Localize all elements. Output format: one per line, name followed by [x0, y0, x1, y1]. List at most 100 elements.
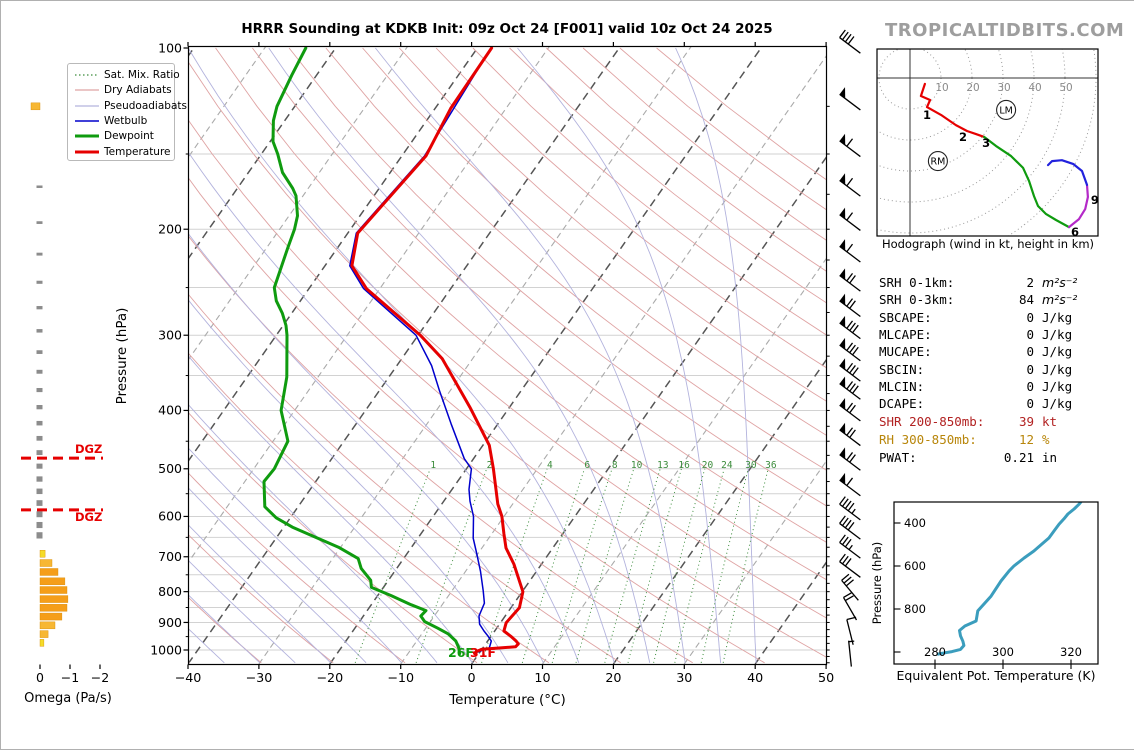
stat-value: 0 [1026, 379, 1034, 394]
svg-text:1000: 1000 [150, 642, 182, 657]
wind-barb [839, 315, 861, 340]
stat-row: DCAPE: 0 J/kg [877, 396, 1111, 412]
wind-barb [841, 573, 859, 601]
svg-text:600: 600 [904, 559, 926, 573]
wind-barb [847, 640, 855, 667]
stat-row: MLCAPE: 0 J/kg [877, 327, 1111, 343]
svg-text:4: 4 [547, 460, 553, 471]
svg-text:50: 50 [818, 670, 834, 685]
svg-text:LM: LM [999, 105, 1013, 116]
stat-label: MLCIN: [879, 379, 925, 394]
stat-row: PWAT: 0.21 in [877, 450, 1111, 466]
storm-motion-lm: LM [996, 99, 1017, 120]
surface-dewpoint-label: 26F [448, 645, 474, 660]
stat-unit: J/kg [1042, 310, 1073, 325]
svg-text:1: 1 [430, 460, 436, 471]
thetae-curve [936, 502, 1083, 656]
svg-text:800: 800 [904, 602, 926, 616]
wind-barb [839, 496, 861, 521]
svg-text:280: 280 [924, 645, 946, 659]
thetae-panel: 280 300 320 400 600 800 [893, 501, 1099, 669]
svg-text:3: 3 [982, 136, 990, 150]
stat-unit: J/kg [1042, 362, 1073, 377]
stat-label: PWAT: [879, 450, 917, 465]
stat-label: SHR 200-850mb: [879, 414, 985, 429]
svg-text:−10: −10 [387, 670, 414, 685]
svg-text:300: 300 [158, 328, 182, 343]
stat-label: MUCAPE: [879, 344, 932, 359]
legend-item-label: Pseudoadiabats [104, 99, 187, 112]
svg-text:20: 20 [702, 460, 714, 471]
wind-barb [839, 207, 861, 231]
stat-label: SRH 0-1km: [879, 275, 955, 290]
stat-label: MLCAPE: [879, 327, 932, 342]
stat-value: 39 [1018, 414, 1034, 429]
stat-label: RH 300-850mb: [879, 432, 977, 447]
stat-label: DCAPE: [879, 396, 925, 411]
wind-barb [839, 133, 861, 158]
svg-text:40: 40 [747, 670, 763, 685]
svg-text:20: 20 [966, 82, 979, 94]
temperature-curve [350, 46, 525, 656]
stat-value: 0 [1026, 362, 1034, 377]
svg-text:RM: RM [930, 156, 945, 167]
svg-text:2: 2 [959, 130, 967, 144]
svg-text:−20: −20 [316, 670, 343, 685]
svg-text:10: 10 [631, 460, 643, 471]
stat-row: SBCAPE: 0 J/kg [877, 310, 1111, 326]
svg-text:−2: −2 [91, 670, 109, 685]
stat-row: MLCIN: 0 J/kg [877, 379, 1111, 395]
legend-item-temp: Temperature [68, 145, 174, 160]
legend-item-label: Dry Adiabats [104, 84, 172, 97]
svg-text:6: 6 [1071, 225, 1079, 239]
stat-unit: J/kg [1042, 327, 1073, 342]
svg-text:2: 2 [487, 460, 493, 471]
wind-barb [839, 268, 861, 292]
svg-text:24: 24 [721, 460, 733, 471]
stat-row: SRH 0-1km: 2 m²s⁻² [877, 275, 1111, 291]
legend-box: Sat. Mix. Ratio Dry Adiabats Pseudoadiabat… [67, 63, 187, 161]
wind-barb [839, 534, 861, 559]
hodograph-trace-9km+ [1046, 159, 1089, 186]
hodograph-trace-6-9km [1067, 183, 1090, 229]
wind-barb [839, 376, 861, 400]
stat-value: 0 [1026, 310, 1034, 325]
temperature-axis-label: Temperature (°C) [449, 692, 566, 708]
dgz-label-lower: DGZ [75, 510, 103, 524]
svg-text:36: 36 [765, 460, 777, 471]
stat-label: SBCAPE: [879, 310, 932, 325]
svg-text:9: 9 [1091, 193, 1099, 207]
stat-row: SRH 0-3km: 84 m²s⁻² [877, 292, 1111, 308]
svg-text:500: 500 [158, 461, 182, 476]
wind-barb [839, 422, 861, 447]
stat-unit: m²s⁻² [1042, 275, 1078, 290]
svg-text:100: 100 [158, 40, 182, 55]
wind-barb [839, 29, 861, 54]
svg-text:−1: −1 [61, 670, 79, 685]
stat-unit: m²s⁻² [1042, 292, 1078, 307]
stat-row: MUCAPE: 0 J/kg [877, 344, 1111, 360]
svg-text:300: 300 [992, 645, 1014, 659]
stat-value: 12 [1018, 432, 1034, 447]
wind-barb [839, 358, 861, 382]
stat-value: 2 [1026, 275, 1034, 290]
skewt-background [188, 46, 827, 665]
stat-value: 0.21 [1003, 450, 1034, 465]
stat-value: 84 [1018, 292, 1034, 307]
legend-item-dry: Dry Adiabats [68, 83, 174, 98]
svg-text:320: 320 [1060, 645, 1082, 659]
wind-barb [839, 472, 861, 497]
svg-text:0: 0 [36, 670, 44, 685]
stat-unit: J/kg [1042, 379, 1073, 394]
hodograph-caption: Hodograph (wind in kt, height in km) [881, 237, 1095, 251]
svg-text:600: 600 [158, 509, 182, 524]
stat-unit: % [1042, 432, 1050, 447]
hodograph-trace-0-3km [919, 82, 986, 138]
surface-temperature-label: 31F [470, 645, 496, 660]
svg-text:30: 30 [997, 82, 1010, 94]
sounding-curves [262, 46, 525, 656]
svg-text:50: 50 [1059, 82, 1072, 94]
